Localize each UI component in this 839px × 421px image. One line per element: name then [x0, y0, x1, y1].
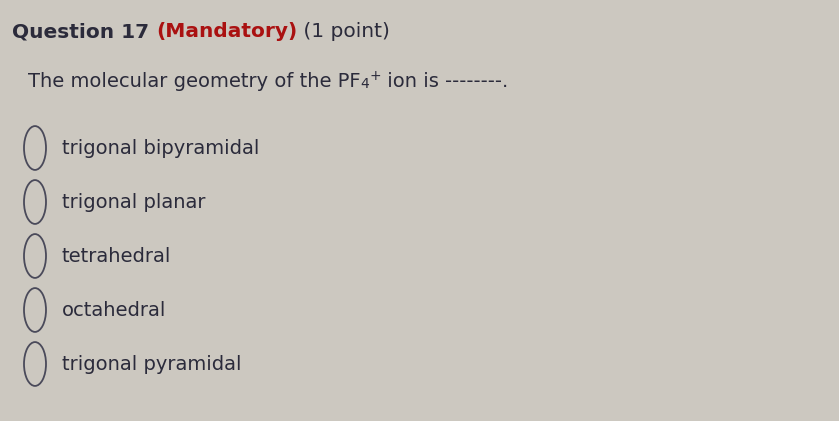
Text: (1 point): (1 point) — [297, 22, 390, 41]
Text: The molecular geometry of the PF: The molecular geometry of the PF — [28, 72, 361, 91]
Text: +: + — [369, 69, 381, 83]
Text: (Mandatory): (Mandatory) — [156, 22, 297, 41]
Text: ion is: ion is — [381, 72, 446, 91]
Text: tetrahedral: tetrahedral — [62, 247, 171, 266]
Text: trigonal pyramidal: trigonal pyramidal — [62, 354, 242, 373]
Text: Question 17: Question 17 — [12, 22, 156, 41]
Text: 4: 4 — [361, 77, 369, 91]
Text: trigonal bipyramidal: trigonal bipyramidal — [62, 139, 259, 157]
Text: trigonal planar: trigonal planar — [62, 192, 206, 211]
Text: --------.: --------. — [446, 72, 508, 91]
Text: octahedral: octahedral — [62, 301, 166, 320]
